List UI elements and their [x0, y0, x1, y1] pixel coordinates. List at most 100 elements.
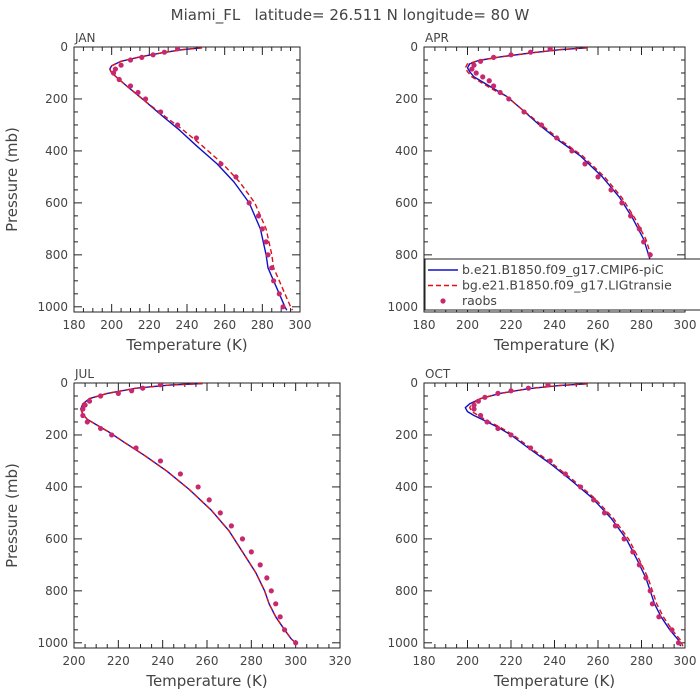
- series-line-b-cmip6-pic: [80, 383, 297, 644]
- raobs-point: [177, 471, 183, 477]
- raobs-point: [233, 174, 239, 180]
- series-line-bg-ligtransie: [469, 383, 684, 647]
- raobs-point: [174, 47, 181, 52]
- raobs-point: [578, 484, 584, 490]
- raobs-point: [248, 549, 254, 555]
- x-tick-label: 200: [100, 318, 123, 332]
- raobs-point: [118, 62, 124, 68]
- plot-area: [109, 47, 294, 311]
- raobs-point: [271, 278, 277, 284]
- legend-label: raobs: [462, 293, 497, 308]
- panel-jan: JAN 180 200 220 240 260 280 300 0 200 400 600 800 100…: [3, 31, 311, 354]
- raobs-point: [259, 226, 265, 232]
- raobs-point: [636, 562, 642, 568]
- raobs-point: [619, 200, 625, 206]
- panel-label: JAN: [74, 31, 96, 45]
- raobs-point: [491, 83, 497, 89]
- y-tick-label: 200: [45, 92, 68, 106]
- figure-title: Miami_FL latitude= 26.511 N longitude= 8…: [171, 6, 530, 25]
- series-line-bg-ligtransie: [109, 47, 294, 311]
- raobs-point: [525, 385, 532, 391]
- raobs-point: [84, 419, 90, 425]
- raobs-point: [135, 89, 141, 96]
- raobs-point: [547, 47, 553, 52]
- raobs-point: [591, 497, 597, 503]
- raobs-point: [174, 122, 181, 128]
- raobs-point: [150, 52, 156, 58]
- x-tick-label: 180: [413, 318, 436, 332]
- y-tick-label: 400: [395, 480, 418, 494]
- panel-oct: OCT 180 200 220 240 260 280 300 0 200 400 600 800 100…: [387, 367, 696, 690]
- plot-area: [80, 383, 299, 646]
- raobs-point: [115, 390, 121, 396]
- y-tick-label: 200: [395, 428, 418, 442]
- raobs-point: [206, 497, 212, 503]
- x-tick-label: 240: [151, 654, 174, 668]
- raobs-point: [569, 148, 575, 154]
- raobs-point: [142, 96, 149, 102]
- x-tick-label: 260: [587, 318, 610, 332]
- y-tick-label: 1000: [387, 300, 418, 314]
- raobs-point: [582, 161, 588, 167]
- raobs-point: [269, 265, 275, 271]
- x-tick-label: 300: [284, 654, 307, 668]
- raobs-point: [228, 523, 234, 529]
- x-tick-label: 300: [674, 654, 697, 668]
- raobs-point: [636, 226, 642, 232]
- x-tick-label: 180: [413, 654, 436, 668]
- raobs-point: [116, 76, 122, 83]
- y-tick-label: 1000: [37, 300, 68, 314]
- raobs-point: [195, 484, 201, 490]
- x-axis-title: Temperature (K): [493, 672, 615, 690]
- raobs-point: [643, 575, 649, 581]
- raobs-point: [157, 383, 164, 388]
- y-tick-label: 800: [45, 248, 68, 262]
- x-tick-label: 280: [240, 654, 263, 668]
- x-tick-label: 240: [176, 318, 199, 332]
- raobs-point: [527, 445, 534, 451]
- panel-label: OCT: [425, 367, 451, 381]
- plot-area: [464, 383, 684, 647]
- x-tick-label: 200: [456, 318, 479, 332]
- raobs-point: [112, 66, 119, 72]
- y-tick-label: 800: [45, 584, 68, 598]
- raobs-point: [545, 383, 551, 388]
- raobs-point: [273, 601, 279, 607]
- x-tick-label: 240: [543, 654, 566, 668]
- panel-jul: JUL 200 220 240 260 280 300 320 0 200 400 600 800 100…: [3, 367, 351, 690]
- raobs-point: [656, 614, 662, 620]
- raobs-point: [477, 412, 484, 419]
- raobs-point: [280, 304, 286, 310]
- y-tick-label: 0: [410, 376, 418, 390]
- raobs-point: [257, 562, 263, 568]
- y-tick-label: 400: [395, 144, 418, 158]
- x-axis-title: Temperature (K): [145, 672, 267, 690]
- y-tick-label: 200: [395, 92, 418, 106]
- raobs-point: [547, 458, 553, 464]
- raobs-point: [110, 70, 117, 76]
- raobs-point: [277, 614, 283, 620]
- legend-box: [424, 258, 700, 311]
- raobs-point: [471, 406, 477, 412]
- raobs-point: [491, 54, 497, 60]
- raobs-point: [471, 402, 477, 408]
- y-tick-label: 600: [395, 532, 418, 546]
- x-tick-label: 280: [630, 318, 653, 332]
- y-tick-label: 400: [45, 480, 68, 494]
- raobs-point: [133, 445, 139, 451]
- raobs-point: [601, 510, 608, 516]
- raobs-point: [293, 640, 299, 646]
- y-tick-label: 800: [395, 248, 418, 262]
- raobs-point: [497, 89, 503, 96]
- raobs-point: [139, 54, 145, 60]
- panel-label: JUL: [74, 367, 94, 381]
- raobs-point: [193, 135, 200, 141]
- series-line-bg-ligtransie: [464, 47, 677, 311]
- x-tick-label: 300: [674, 318, 697, 332]
- y-tick-label: 600: [45, 196, 68, 210]
- raobs-point: [612, 523, 619, 529]
- raobs-point: [595, 174, 601, 180]
- raobs-point: [281, 627, 288, 633]
- y-tick-label: 0: [60, 40, 68, 54]
- raobs-point: [675, 640, 682, 646]
